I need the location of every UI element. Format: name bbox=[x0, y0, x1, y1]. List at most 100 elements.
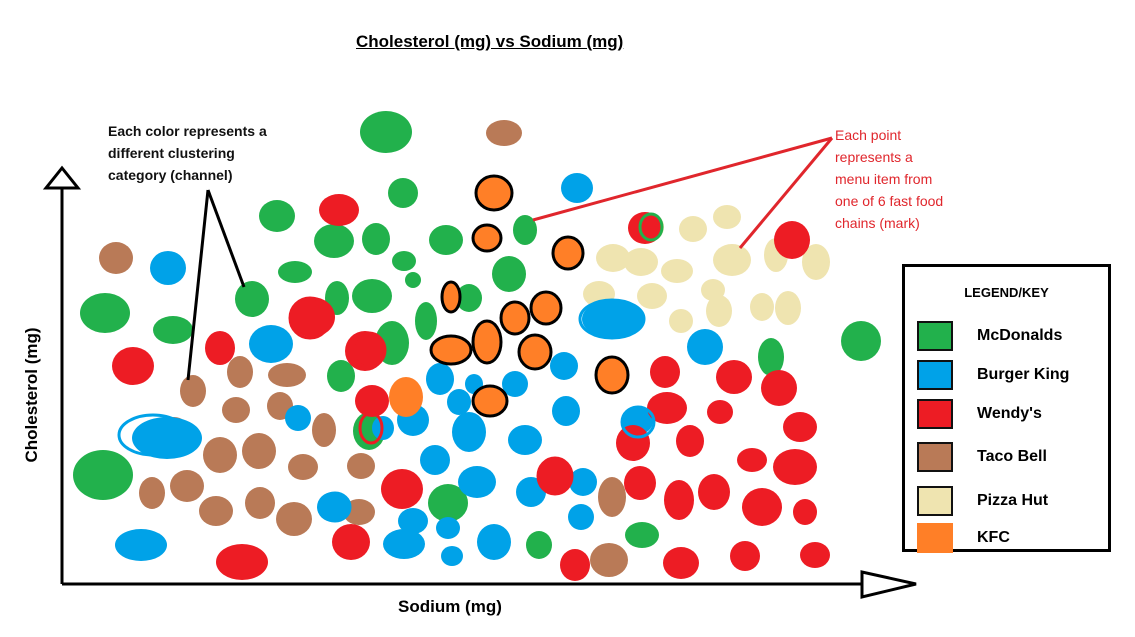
data-point-wendy-s bbox=[793, 499, 817, 525]
data-point-wendy-s bbox=[730, 541, 760, 571]
legend-title: LEGEND/KEY bbox=[964, 285, 1049, 300]
data-point-mcdonalds bbox=[388, 178, 418, 208]
data-point-taco-bell bbox=[139, 477, 165, 509]
data-point-taco-bell bbox=[276, 502, 312, 536]
data-point-taco-bell bbox=[245, 487, 275, 519]
data-point-mcdonalds bbox=[841, 321, 881, 361]
data-point-taco-bell bbox=[312, 413, 336, 447]
data-point-mcdonalds bbox=[314, 224, 354, 258]
axes bbox=[42, 165, 917, 599]
data-point-mcdonalds bbox=[625, 522, 659, 548]
data-point-mcdonalds bbox=[405, 272, 421, 288]
data-point-wendy-s bbox=[773, 449, 817, 485]
data-point-wendy-s bbox=[628, 212, 662, 244]
data-point-burger-king bbox=[447, 389, 471, 415]
data-point-pizza-hut bbox=[624, 248, 658, 276]
data-point-pizza-hut bbox=[596, 244, 630, 272]
data-point-burger-king bbox=[477, 524, 511, 560]
data-point-wendy-s bbox=[650, 356, 680, 388]
data-point-kfc bbox=[471, 384, 509, 418]
data-point-kfc bbox=[440, 280, 462, 314]
data-point-pizza-hut bbox=[775, 291, 801, 325]
channel-pointer-line bbox=[186, 189, 210, 381]
data-point-wendy-s bbox=[737, 448, 767, 472]
data-point-mcdonalds bbox=[153, 316, 193, 344]
data-point-kfc bbox=[389, 377, 423, 417]
channel-pointer-line bbox=[206, 189, 246, 288]
legend-swatch bbox=[917, 321, 953, 351]
legend-label: KFC bbox=[977, 529, 1010, 546]
data-point-wendy-s bbox=[319, 194, 359, 226]
data-point-burger-king bbox=[502, 371, 528, 397]
annotation-pointers bbox=[186, 136, 834, 381]
data-point-burger-king bbox=[687, 329, 723, 365]
data-point-taco-bell bbox=[227, 356, 253, 388]
x-axis-arrowhead bbox=[860, 570, 917, 599]
overlap-ring bbox=[288, 296, 332, 340]
data-point-kfc bbox=[594, 355, 630, 395]
data-point-mcdonalds bbox=[492, 256, 526, 292]
data-point-wendy-s bbox=[332, 524, 370, 560]
data-point-pizza-hut bbox=[679, 216, 707, 242]
data-point-burger-king bbox=[552, 396, 580, 426]
legend-swatch bbox=[917, 399, 953, 429]
data-point-wendy-s bbox=[355, 385, 389, 417]
overlap-ring bbox=[318, 491, 352, 523]
data-point-mcdonalds bbox=[415, 302, 437, 340]
data-point-burger-king bbox=[398, 508, 428, 534]
data-point-pizza-hut bbox=[637, 283, 667, 309]
legend-item-burger-king: Burger King bbox=[915, 360, 1105, 394]
mark-pointer-line bbox=[532, 136, 833, 222]
data-point-burger-king bbox=[569, 468, 597, 496]
legend-label: Wendy's bbox=[977, 405, 1042, 422]
data-point-burger-king bbox=[452, 412, 486, 452]
data-point-mcdonalds bbox=[513, 215, 537, 245]
data-point-wendy-s bbox=[761, 370, 797, 406]
data-point-mcdonalds bbox=[80, 293, 130, 333]
channel-annotation: Each color represents a different cluste… bbox=[108, 123, 267, 183]
data-point-burger-king bbox=[426, 363, 454, 395]
data-point-wendy-s bbox=[663, 547, 699, 579]
mark-pointer-line bbox=[738, 137, 834, 249]
legend-label: Pizza Hut bbox=[977, 492, 1049, 509]
legend-item-pizza-hut: Pizza Hut bbox=[915, 486, 1105, 520]
data-point-mcdonalds bbox=[362, 223, 390, 255]
data-point-mcdonalds bbox=[392, 251, 416, 271]
data-point-kfc bbox=[471, 319, 503, 365]
data-point-wendy-s bbox=[289, 297, 335, 337]
data-point-mcdonalds bbox=[73, 450, 133, 500]
data-point-taco-bell bbox=[222, 397, 250, 423]
data-point-taco-bell bbox=[288, 454, 318, 480]
data-point-burger-king bbox=[582, 300, 644, 338]
data-point-taco-bell bbox=[170, 470, 204, 502]
legend-item-kfc: KFC bbox=[915, 523, 1105, 557]
data-point-pizza-hut bbox=[750, 293, 774, 321]
legend-swatch bbox=[917, 486, 953, 516]
data-point-wendy-s bbox=[616, 425, 650, 461]
data-point-pizza-hut bbox=[669, 309, 693, 333]
overlap-ring bbox=[620, 405, 656, 439]
data-point-wendy-s bbox=[698, 474, 730, 510]
legend-item-mcdonalds: McDonalds bbox=[915, 321, 1105, 355]
data-point-mcdonalds bbox=[259, 200, 295, 232]
data-point-mcdonalds bbox=[428, 484, 468, 522]
data-point-taco-bell bbox=[598, 477, 626, 517]
legend-item-wendys: Wendy's bbox=[915, 399, 1105, 433]
overlap-ring bbox=[578, 298, 646, 340]
data-point-wendy-s bbox=[774, 221, 810, 259]
data-point-burger-king bbox=[561, 173, 593, 203]
overlap-ring bbox=[536, 456, 574, 496]
mark-annotation: Each point represents a menu item from o… bbox=[835, 127, 944, 231]
data-point-wendy-s bbox=[216, 544, 268, 580]
data-point-wendy-s bbox=[664, 480, 694, 520]
data-point-burger-king bbox=[285, 405, 311, 431]
data-point-mcdonalds bbox=[327, 360, 355, 392]
data-point-pizza-hut bbox=[802, 244, 830, 280]
data-point-wendy-s bbox=[676, 425, 704, 457]
data-point-mcdonalds bbox=[456, 284, 482, 312]
data-point-burger-king bbox=[508, 425, 542, 455]
data-point-kfc bbox=[517, 333, 553, 371]
data-point-wendy-s bbox=[742, 488, 782, 526]
data-point-wendy-s bbox=[800, 542, 830, 568]
legend-item-taco-bell: Taco Bell bbox=[915, 442, 1105, 476]
